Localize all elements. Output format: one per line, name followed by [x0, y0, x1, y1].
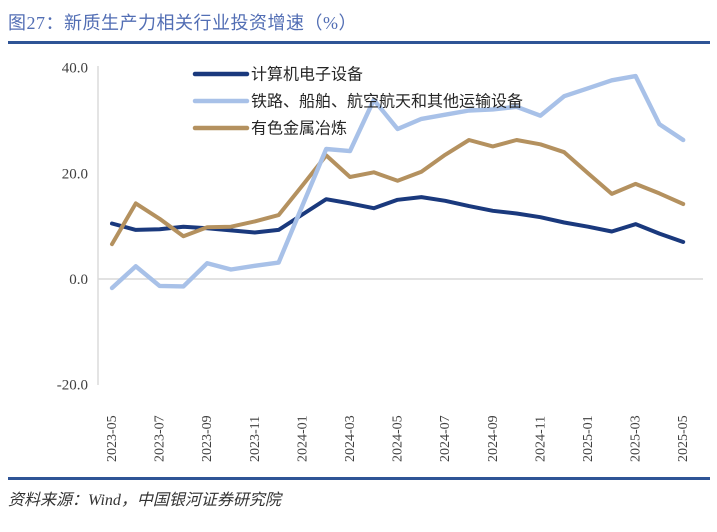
investment-growth-line-chart: 40.0 20.0 0.0 -20.0 2023-05 2023-07 2023-09 202…	[57, 61, 703, 462]
x-tick-label: 2025-05	[676, 415, 691, 462]
x-tick-label: 2024-05	[391, 415, 406, 462]
x-tick-label: 2024-03	[343, 415, 358, 462]
x-tick-label: 2023-09	[200, 415, 215, 462]
x-tick-label: 2024-09	[486, 415, 501, 462]
x-tick-label: 2023-07	[153, 415, 168, 462]
x-tick-label: 2024-07	[438, 415, 453, 462]
x-tick-label: 2025-03	[629, 415, 644, 462]
y-tick-label: 0.0	[69, 272, 88, 288]
legend-label-computer-electronics: 计算机电子设备	[251, 65, 363, 84]
title-divider	[8, 41, 710, 44]
x-tick-label: 2024-01	[295, 415, 310, 462]
y-tick-label: -20.0	[57, 378, 88, 394]
x-tick-label: 2023-11	[248, 416, 263, 462]
y-tick-label: 40.0	[62, 61, 88, 77]
x-tick-label: 2024-11	[533, 416, 548, 462]
x-tick-label: 2025-01	[581, 415, 596, 462]
y-tick-label: 20.0	[62, 166, 88, 182]
legend-label-rail-ship-aero-transport: 铁路、船舶、航空航天和其他运输设备	[251, 93, 523, 111]
x-tick-label: 2023-05	[105, 415, 120, 462]
footer-divider	[8, 477, 710, 480]
figure-title: 图27：新质生产力相关行业投资增速（%）	[8, 13, 357, 33]
series-line-nonferrous-smelting	[110, 138, 686, 247]
legend-label-nonferrous-smelting: 有色金属冶炼	[251, 120, 347, 138]
series-line-rail-ship-aero-transport	[109, 73, 686, 291]
series-line-computer-electronics	[110, 195, 686, 244]
source-note: 资料来源：Wind，中国银河证券研究院	[8, 492, 281, 509]
